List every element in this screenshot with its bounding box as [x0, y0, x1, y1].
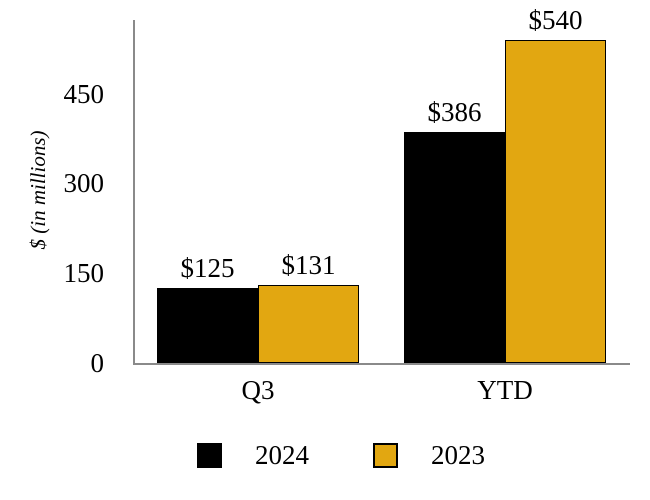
bar-2023-Q3	[258, 284, 359, 363]
legend-label-2023: 2023	[431, 440, 485, 470]
bar-2024-YTD	[404, 132, 505, 363]
value-label-2023-YTD: $540	[528, 5, 583, 36]
legend-item-2023: 2023	[373, 442, 485, 469]
bar-2024-Q3	[157, 288, 258, 363]
value-label-2023-Q3: $131	[281, 249, 336, 280]
legend-item-2024: 2024	[197, 442, 309, 469]
y-tick-0: 0	[90, 347, 105, 378]
legend-label-2024: 2024	[255, 440, 309, 470]
legend: 2024 2023	[197, 442, 485, 469]
bar-2023-YTD	[505, 40, 606, 363]
legend-swatch-2023	[373, 443, 398, 468]
x-axis-line	[133, 363, 630, 365]
value-label-2024-YTD: $386	[427, 97, 482, 128]
y-tick-300: 300	[63, 168, 105, 199]
x-tick-YTD: YTD	[477, 375, 533, 405]
x-tick-Q3: Q3	[241, 375, 275, 405]
y-tick-450: 450	[63, 78, 105, 109]
y-tick-150: 150	[63, 257, 105, 288]
value-label-2024-Q3: $125	[180, 253, 235, 284]
y-axis-line	[133, 20, 135, 365]
legend-swatch-2024	[197, 443, 222, 468]
